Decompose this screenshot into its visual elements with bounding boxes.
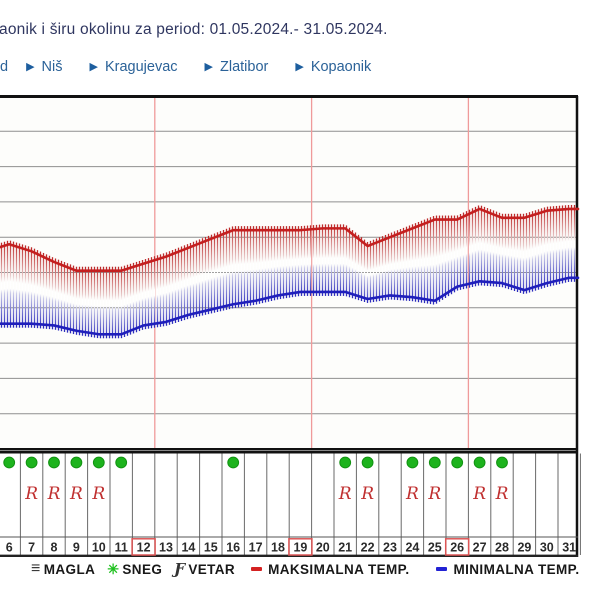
chevron-right-icon: ▶: [295, 60, 304, 73]
day-number: 20: [316, 541, 330, 555]
day-number: 10: [92, 541, 106, 555]
day-number: 27: [473, 541, 487, 555]
precipitation-dot-icon: [339, 456, 352, 469]
day-number: 29: [517, 541, 531, 555]
wind-icon: R: [405, 484, 419, 504]
day-number: 9: [73, 541, 80, 555]
day-number: 31: [562, 541, 576, 555]
day-number: 12: [137, 541, 151, 555]
sunday-box: [288, 538, 313, 556]
breadcrumb-item-nis[interactable]: ▶ Niš: [26, 59, 62, 75]
day-number: 11: [115, 541, 128, 555]
chevron-right-icon: ▶: [204, 60, 213, 73]
chevron-right-icon: ▶: [26, 60, 35, 73]
day-number: 23: [383, 541, 397, 555]
precipitation-dot-icon: [496, 456, 508, 469]
breadcrumb-item-kopaonik[interactable]: ▶ Kopaonik: [295, 59, 371, 75]
precipitation-dot-icon: [25, 456, 38, 469]
day-number: 17: [249, 541, 263, 555]
legend-item-snow: ✳ SNEG: [107, 561, 162, 578]
breadcrumb-item-kragujevac[interactable]: ▶ Kragujevac: [90, 59, 178, 75]
breadcrumb-label: Niš: [41, 59, 63, 75]
legend-item-wind: Ƒ VETAR: [174, 560, 235, 578]
breadcrumb: d ▶ Niš ▶ Kragujevac ▶ Zlatibor ▶ Kopaon…: [0, 59, 398, 75]
wind-icon: R: [24, 484, 38, 504]
temperature-band-hatching: [0, 204, 576, 339]
legend-item-fog: ≡ MAGLA: [31, 560, 95, 578]
precipitation-dot-icon: [70, 456, 83, 469]
chart-legend: ≡ MAGLA ✳ SNEG Ƒ VETAR MAKSIMALNA TEMP. …: [31, 560, 579, 578]
precipitation-dot-icon: [48, 456, 60, 469]
precipitation-dot-icon: [406, 456, 419, 469]
precipitation-dot-icon: [3, 456, 16, 469]
wind-icon: R: [360, 484, 374, 504]
wind-icon: R: [69, 484, 83, 504]
chevron-right-icon: ▶: [89, 60, 98, 73]
temperature-lines: [0, 207, 580, 450]
fog-icon: ≡: [31, 560, 41, 577]
page-title: aonik i širu okolinu za period: 01.05.20…: [0, 21, 388, 38]
legend-label-snow: SNEG: [122, 561, 163, 577]
day-number: 30: [540, 541, 554, 555]
breadcrumb-label: Kragujevac: [104, 59, 178, 75]
day-number: 19: [293, 541, 307, 555]
max-temp-line-icon: [251, 567, 263, 571]
precipitation-dot-icon: [428, 456, 441, 469]
precipitation-dot-icon: [92, 456, 105, 469]
breadcrumb-item-zlatibor[interactable]: ▶ Zlatibor: [205, 59, 269, 75]
wind-icon: R: [495, 484, 509, 504]
day-grid: 6 7 8 9 10 11 12 13 14 15 16 17 18 19 20 21 22 23 24 25 26 27…: [0, 450, 581, 557]
day-number: 25: [428, 541, 442, 555]
day-number: 8: [51, 541, 58, 555]
day-number: 26: [450, 541, 464, 555]
precipitation-dot-icon: [115, 456, 128, 469]
day-number: 21: [338, 541, 352, 555]
wind-icon: R: [47, 484, 61, 504]
day-number: 28: [495, 541, 509, 555]
day-number: 16: [226, 541, 240, 555]
precipitation-dot-icon: [227, 456, 240, 469]
breadcrumb-partial-beograd[interactable]: d: [0, 59, 9, 75]
wind-icon: R: [91, 484, 105, 504]
sunday-box: [444, 538, 470, 556]
legend-label-max-temp: MAKSIMALNA TEMP.: [268, 561, 410, 577]
day-number: 15: [204, 541, 218, 555]
precipitation-dot-icon: [473, 456, 486, 469]
wind-icon: R: [427, 484, 441, 504]
snow-icon: ✳: [107, 560, 120, 577]
sunday-box: [131, 538, 156, 556]
day-number: 13: [159, 541, 173, 555]
day-number: 22: [361, 541, 375, 555]
day-number: 14: [181, 541, 195, 555]
wind-icon: Ƒ: [174, 560, 186, 578]
meteogram-chart: 6 7 8 9 10 11 12 13 14 15 16 17 18 19 20 21 22 23 24 25 26 27…: [0, 95, 581, 557]
day-number: 18: [271, 541, 285, 555]
precipitation-dot-icon: [451, 456, 464, 469]
wind-icon: R: [338, 484, 352, 504]
legend-item-max-temp: MAKSIMALNA TEMP.: [251, 562, 409, 577]
legend-label-fog: MAGLA: [43, 561, 96, 577]
breadcrumb-label: Kopaonik: [310, 59, 372, 75]
legend-label-min-temp: MINIMALNA TEMP.: [453, 561, 580, 577]
legend-label-wind: VETAR: [188, 561, 236, 577]
wind-icon: R: [472, 484, 486, 504]
day-number: 6: [6, 541, 13, 555]
breadcrumb-label: Zlatibor: [219, 59, 269, 75]
precipitation-dot-icon: [361, 456, 374, 469]
legend-item-min-temp: MINIMALNA TEMP.: [436, 562, 579, 577]
min-temp-line-icon: [436, 567, 448, 571]
day-number: 7: [28, 541, 35, 555]
day-number: 24: [405, 541, 419, 555]
